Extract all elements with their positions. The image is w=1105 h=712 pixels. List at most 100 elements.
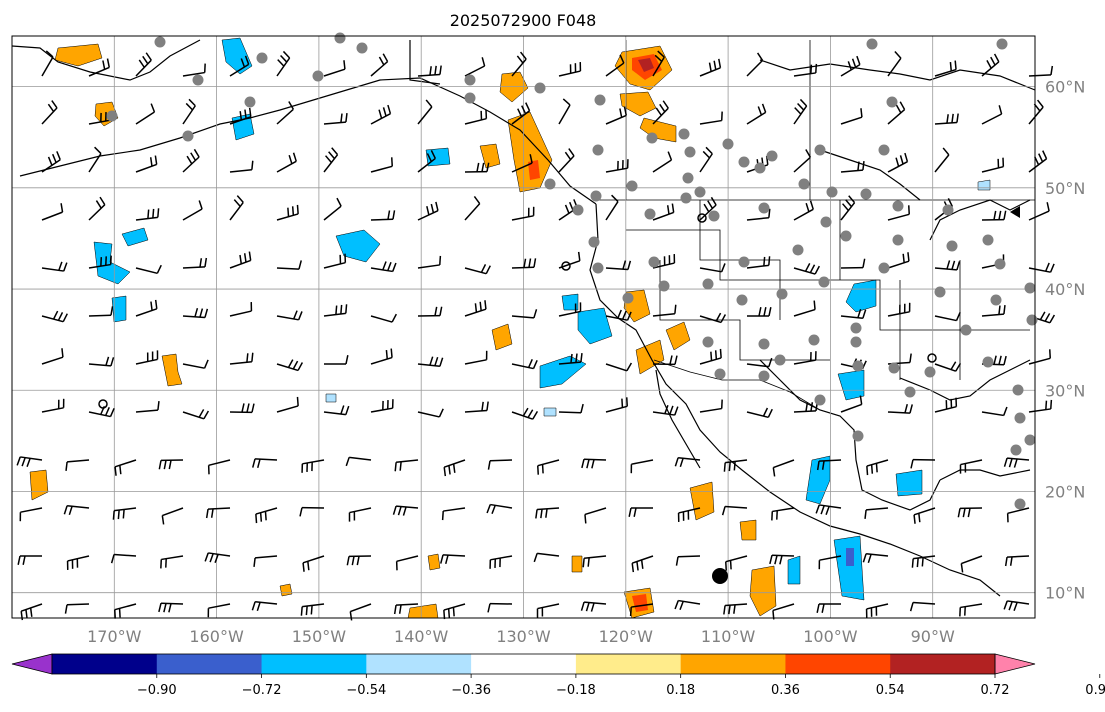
wind-barb	[393, 603, 419, 615]
wind-barb	[981, 210, 1007, 221]
wind-barb	[158, 459, 184, 470]
wind-barb	[182, 257, 208, 269]
wind-barb	[207, 603, 231, 618]
wind-barb	[887, 51, 902, 77]
wind-barb	[135, 264, 162, 275]
station-marker	[680, 192, 692, 204]
wind-barb	[816, 603, 841, 613]
wind-barb	[887, 252, 910, 269]
wind-barb	[909, 601, 936, 612]
wind-barb	[394, 459, 419, 472]
wind-barb	[511, 258, 537, 269]
station-marker	[738, 156, 750, 168]
wind-barb	[793, 262, 821, 275]
wind-barb	[862, 552, 889, 564]
station-marker	[820, 216, 832, 228]
station-marker	[738, 256, 750, 268]
station-marker	[942, 204, 954, 216]
station-marker	[714, 368, 726, 380]
wind-barb	[464, 195, 481, 221]
station-marker	[766, 150, 778, 162]
wind-barb	[934, 361, 962, 372]
negative-region	[111, 295, 127, 323]
wind-barb	[1006, 507, 1030, 523]
wind-barb	[746, 256, 771, 269]
station-marker	[758, 370, 770, 382]
wind-barb	[88, 146, 102, 173]
wind-barb	[417, 99, 433, 125]
colorbar-tick-label: −0.90	[137, 683, 177, 698]
hurricane-marker	[712, 568, 728, 584]
wind-barb	[725, 555, 748, 571]
wind-barb	[464, 109, 488, 125]
positive-region	[739, 519, 757, 541]
wind-barb	[41, 348, 64, 365]
station-marker	[850, 322, 862, 334]
wind-barb	[346, 555, 372, 566]
wind-barb	[489, 555, 513, 569]
station-marker	[708, 210, 720, 222]
wind-barb	[486, 503, 513, 515]
negative-region	[221, 37, 253, 75]
wind-barb	[135, 155, 158, 173]
colorbar-tick-label: −0.18	[556, 683, 596, 698]
station-marker	[776, 288, 788, 300]
station-marker	[996, 38, 1008, 50]
wind-barb	[229, 195, 244, 221]
station-marker	[594, 94, 606, 106]
station-marker	[892, 234, 904, 246]
station-marker	[866, 38, 878, 50]
wind-barb	[840, 108, 863, 125]
open-circle-marker	[697, 213, 707, 223]
wind-barb	[323, 147, 339, 173]
station-marker	[694, 186, 706, 198]
wind-barb	[323, 405, 350, 416]
wind-barb	[229, 55, 250, 77]
wind-barb	[88, 356, 115, 367]
wind-barb	[605, 194, 619, 221]
wind-barb	[913, 507, 936, 524]
wind-barb	[276, 152, 297, 173]
wind-barb	[41, 100, 58, 125]
station-marker	[464, 92, 476, 104]
wind-barb	[182, 200, 203, 221]
wind-barb	[887, 205, 910, 221]
wind-barb	[323, 304, 348, 317]
positive-region	[54, 43, 103, 67]
wind-barb	[981, 157, 1005, 173]
wind-barb	[207, 459, 231, 475]
wind-barb	[19, 507, 43, 522]
wind-barb	[605, 397, 628, 413]
station-marker	[622, 292, 634, 304]
latitude-label: 20°N	[1045, 482, 1085, 501]
station-marker	[1024, 282, 1036, 294]
wind-barb	[558, 302, 582, 317]
station-marker	[588, 236, 600, 248]
station-marker	[826, 186, 838, 198]
wind-barb	[558, 98, 571, 125]
wind-barb	[580, 601, 607, 612]
negative-region-weak	[543, 407, 557, 417]
positive-region	[29, 469, 49, 501]
positive-region	[749, 565, 777, 617]
open-circle-marker	[561, 261, 571, 271]
station-marker	[990, 294, 1002, 306]
open-circle-marker	[98, 399, 108, 409]
wind-barb	[41, 398, 65, 413]
station-marker	[256, 52, 268, 64]
wind-barb	[910, 458, 936, 469]
wind-barb	[441, 507, 466, 521]
longitude-label: 150°W	[292, 627, 347, 646]
station-marker	[886, 96, 898, 108]
wind-barb	[934, 312, 961, 322]
colorbar-tick-label: 0.54	[876, 683, 905, 698]
longitude-label: 170°W	[87, 627, 142, 646]
station-marker	[684, 146, 696, 158]
wind-barb	[205, 507, 231, 519]
station-marker	[626, 180, 638, 192]
wind-barb	[866, 459, 889, 476]
latitude-label: 40°N	[1045, 280, 1085, 299]
wind-barb	[652, 50, 665, 77]
station-marker	[982, 234, 994, 246]
wind-barb	[511, 206, 535, 221]
